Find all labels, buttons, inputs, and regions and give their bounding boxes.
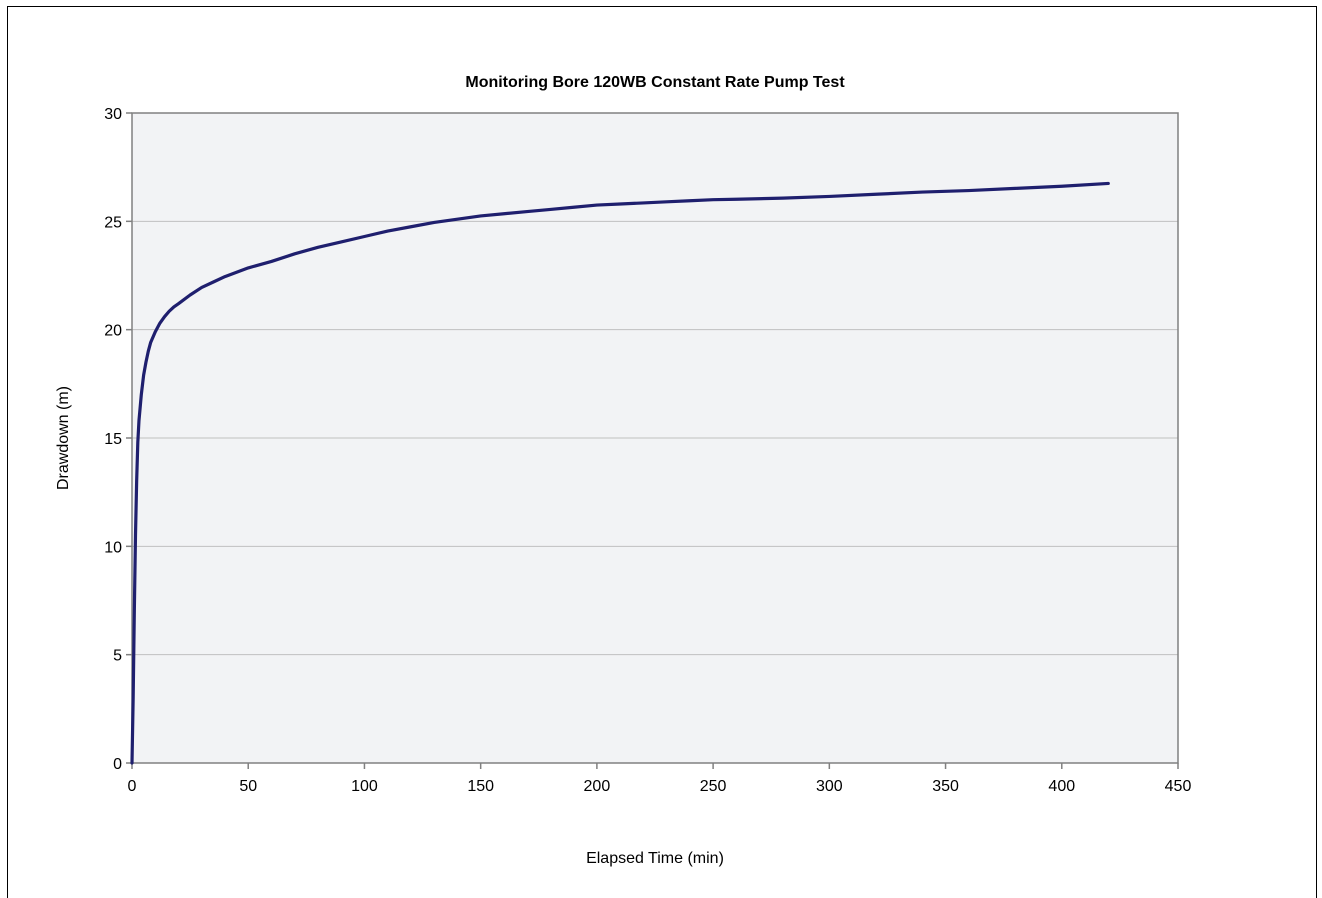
y-tick-label: 5 [113,648,122,665]
y-axis-label: Drawdown (m) [55,386,72,490]
y-tick-label: 30 [104,106,122,123]
x-tick-label: 250 [700,778,727,795]
y-tick-label: 20 [104,323,122,340]
y-tick-label: 0 [113,756,122,773]
x-tick-label: 50 [239,778,257,795]
x-tick-label: 350 [932,778,959,795]
x-tick-label: 0 [128,778,137,795]
x-tick-label: 100 [351,778,378,795]
chart-frame: 0 5 10 15 20 25 30 0 50 100 150 200 250 300 350 400 450 … [7,6,1317,898]
y-tick-label: 10 [104,539,122,556]
y-tick-label: 25 [104,214,122,231]
x-tick-label: 200 [584,778,611,795]
x-tick-label: 400 [1048,778,1075,795]
x-tick-label: 150 [467,778,494,795]
x-tick-label: 450 [1165,778,1192,795]
chart-title: Monitoring Bore 120WB Constant Rate Pump… [465,74,845,91]
x-tick-label: 300 [816,778,843,795]
y-tick-label: 15 [104,431,122,448]
x-axis-label: Elapsed Time (min) [586,850,724,867]
